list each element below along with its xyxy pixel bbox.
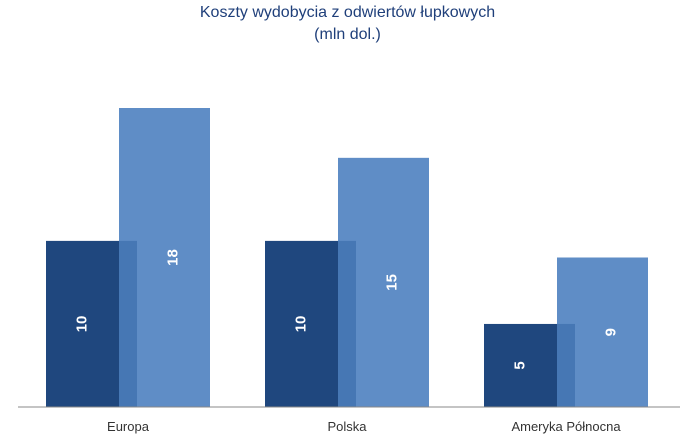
data-label: 10 bbox=[73, 316, 90, 333]
x-tick-label: Ameryka Północna bbox=[511, 419, 621, 434]
chart-title: Koszty wydobycia z odwiertów łupkowych bbox=[199, 4, 496, 21]
bar-overlap bbox=[119, 240, 137, 407]
data-label: 10 bbox=[292, 316, 309, 333]
data-label: 5 bbox=[511, 361, 528, 369]
bar-overlap bbox=[338, 240, 356, 407]
x-tick-label: Polska bbox=[327, 419, 367, 434]
data-label: 18 bbox=[164, 249, 181, 266]
chart-subtitle: (mln dol.) bbox=[314, 26, 381, 43]
x-tick-label: Europa bbox=[107, 419, 150, 434]
data-label: 9 bbox=[602, 328, 619, 336]
bar-overlap bbox=[557, 323, 575, 407]
data-label: 15 bbox=[383, 274, 400, 291]
